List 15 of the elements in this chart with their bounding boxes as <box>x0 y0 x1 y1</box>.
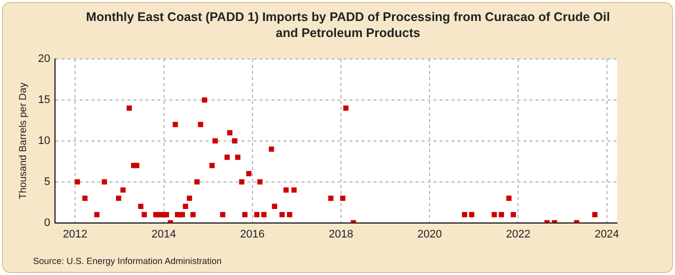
source-note: Source: U.S. Energy Information Administration <box>33 256 222 266</box>
x-tick-label: 2016 <box>240 228 265 240</box>
y-axis-title: Thousand Barrels per Day <box>18 82 29 200</box>
chart-title: Monthly East Coast (PADD 1) Imports by PADD of Processing from Curacao of Crude Oil and Petroleum Products <box>85 9 611 41</box>
y-tick-label: 15 <box>38 94 50 106</box>
x-tick-label: 2014 <box>152 228 176 240</box>
y-tick-label: 10 <box>38 134 50 147</box>
x-tick-label: 2012 <box>62 228 88 240</box>
x-tick-label: 2018 <box>328 228 354 240</box>
x-tick-label: 2024 <box>594 228 620 240</box>
x-tick-label: 2022 <box>506 228 530 240</box>
y-tick-label: 5 <box>44 176 50 188</box>
y-tick-label: 0 <box>44 216 50 229</box>
y-tick-label: 20 <box>38 53 50 66</box>
x-tick-label: 2020 <box>417 228 442 240</box>
